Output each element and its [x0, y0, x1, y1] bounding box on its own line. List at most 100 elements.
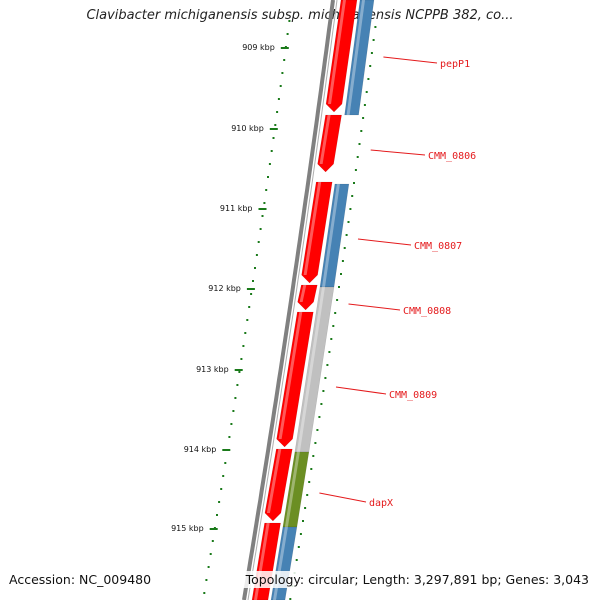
ruler-dot [274, 124, 277, 126]
inner-ruler-dot [302, 520, 304, 522]
ruler-dot [244, 332, 247, 334]
inner-ruler-dot [356, 156, 359, 158]
ruler-layer: 909 kbp 910 kbp 911 kbp 912 kbp 913 kbp 914 k… [171, 20, 377, 600]
inner-ruler-dot [353, 182, 355, 184]
ruler-dot [281, 72, 284, 74]
reverse-gene-block [344, 0, 375, 116]
ruler-dot [255, 254, 258, 256]
inner-ruler-dot [354, 169, 357, 171]
genome-summary-text: Topology: circular; Length: 3,297,891 bp… [242, 571, 592, 588]
gene-labels-layer: pepP1 CMM_0806 CMM_0807 CMM_0808 CMM_0809dap… [319, 56, 476, 509]
ruler-dot [207, 566, 210, 568]
kbp-tick-label: 914 kbp [184, 445, 217, 454]
kbp-tick-label: 911 kbp [220, 204, 253, 213]
forward-gene-arrow-shine [278, 312, 303, 439]
ruler-dot [228, 436, 231, 438]
inner-ruler-dot [360, 130, 363, 132]
ruler-dot [254, 267, 256, 269]
gene-label-leader [348, 303, 401, 311]
kbp-tick-mark [280, 47, 289, 49]
inner-ruler-dot [336, 299, 339, 301]
accession-text: Accession: NC_009480 [6, 571, 155, 588]
ruler-dot [286, 33, 289, 35]
inner-ruler-dot [334, 312, 337, 314]
kbp-tick-mark [209, 528, 218, 530]
inner-ruler-dot [289, 598, 292, 600]
inner-ruler-dot [332, 325, 335, 327]
ruler-dot [240, 358, 243, 360]
kbp-tick-mark [234, 369, 243, 371]
inner-ruler-dot [297, 546, 300, 548]
kbp-tick-label: 909 kbp [242, 43, 275, 52]
ruler-dot [259, 228, 262, 230]
ruler-dot [216, 514, 218, 516]
forward-gene-arrow [317, 114, 342, 173]
ruler-dot [246, 319, 249, 321]
forward-gene-arrow-shine [266, 449, 282, 513]
ruler-dot [242, 345, 245, 347]
gene-label[interactable]: CMM_0808 [403, 306, 451, 317]
ruler-dot [279, 85, 282, 87]
ruler-dot [263, 202, 266, 204]
inner-ruler-dot [322, 390, 325, 392]
inner-ruler-dot [316, 429, 319, 431]
ruler-dot [238, 371, 241, 373]
gene-label-leader [370, 149, 426, 156]
ruler-dot [270, 150, 273, 152]
forward-gene-arrow [325, 0, 358, 113]
forward-gene-arrow [301, 181, 333, 284]
gene-label-leader [383, 56, 438, 64]
forward-gene-arrow-shine [328, 0, 346, 104]
backbone-highlight [247, 0, 338, 600]
ruler-dot [277, 98, 280, 100]
ruler-dot [205, 579, 208, 581]
inner-ruler-dot [324, 377, 327, 379]
ruler-dot [203, 592, 206, 594]
inner-ruler-dot [351, 195, 354, 197]
ruler-dot [224, 462, 227, 464]
forward-gene-arrow-shine [303, 182, 322, 275]
inner-ruler-dot [345, 234, 348, 236]
ruler-dot [236, 384, 239, 386]
inner-ruler-dot [328, 351, 331, 353]
inner-ruler-dot [326, 364, 329, 366]
olive-gene-block-shine [284, 452, 300, 527]
inner-ruler-dot [358, 143, 361, 145]
inner-ruler-dot [320, 403, 323, 405]
ruler-dot [209, 553, 212, 555]
inner-ruler-dot [372, 39, 375, 41]
inner-ruler-dot [330, 338, 333, 340]
ruler-dot [257, 241, 260, 243]
inner-ruler-dot [312, 455, 315, 457]
ruler-dot [232, 410, 235, 412]
inner-ruler-dot [314, 442, 317, 444]
gene-label[interactable]: dapX [369, 498, 393, 509]
gene-label[interactable]: CMM_0809 [389, 390, 437, 401]
backbone-layer [242, 0, 338, 600]
gene-label-leader [335, 386, 387, 395]
forward-gene-arrow-shine [299, 285, 307, 302]
kbp-tick-mark [269, 128, 278, 130]
inner-ruler-dot [374, 26, 377, 28]
inner-ruler-dot [299, 533, 302, 535]
inner-ruler-dot [295, 559, 298, 561]
ruler-dot [252, 280, 254, 282]
kbp-tick-mark [258, 208, 267, 210]
inner-ruler-dot [347, 221, 350, 223]
gene-label[interactable]: CMM_0806 [428, 151, 476, 162]
inner-ruler-dot [365, 91, 368, 93]
ruler-dot [268, 163, 271, 165]
gene-label-leader [319, 492, 367, 503]
ruler-dot [265, 189, 268, 191]
inner-ruler-dot [304, 507, 307, 509]
ruler-dot [234, 397, 237, 399]
gray-gene-block-shine [296, 287, 325, 452]
ruler-dot [230, 423, 233, 425]
inner-ruler-dot [349, 208, 352, 210]
kbp-tick-label: 912 kbp [208, 284, 241, 293]
inner-ruler-dot [363, 104, 366, 106]
gene-label[interactable]: CMM_0807 [414, 241, 462, 252]
gene-label[interactable]: pepP1 [440, 59, 470, 70]
ruler-dot [220, 488, 223, 490]
